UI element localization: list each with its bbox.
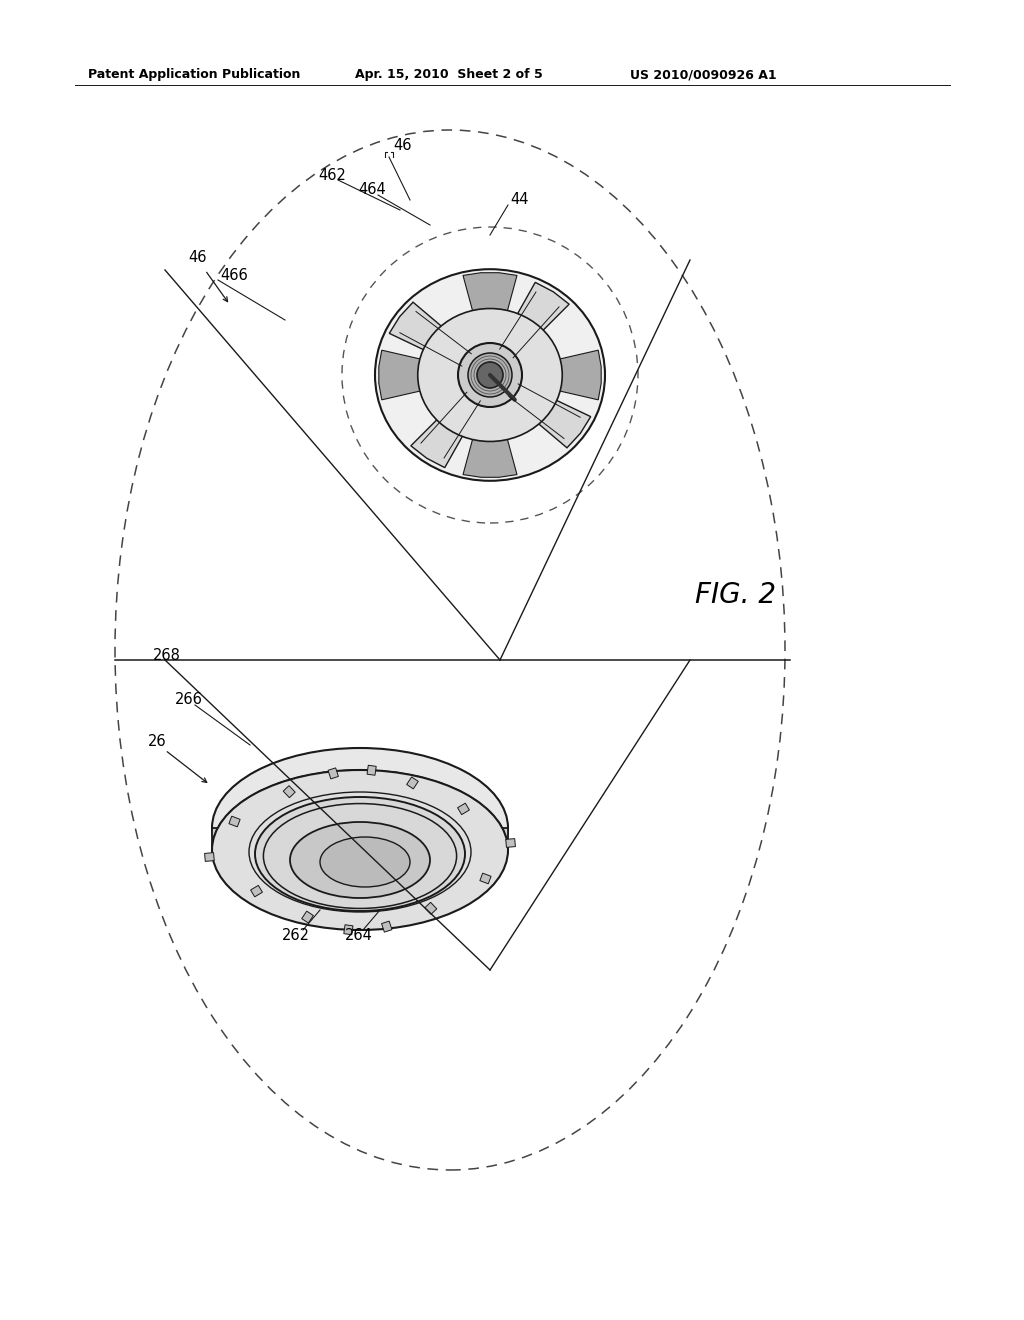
Text: 268: 268 (153, 648, 181, 663)
Polygon shape (463, 421, 517, 478)
Ellipse shape (212, 770, 508, 931)
Polygon shape (425, 903, 437, 915)
Polygon shape (496, 282, 569, 362)
Text: FIG. 2: FIG. 2 (695, 581, 776, 609)
Text: US 2010/0090926 A1: US 2010/0090926 A1 (630, 69, 776, 81)
Text: 464: 464 (358, 182, 386, 198)
Polygon shape (229, 816, 241, 826)
Text: 46: 46 (188, 251, 207, 265)
Ellipse shape (290, 822, 430, 898)
Polygon shape (458, 803, 469, 814)
Text: 264: 264 (345, 928, 373, 942)
Text: 44: 44 (510, 193, 528, 207)
Polygon shape (506, 838, 515, 847)
Text: Patent Application Publication: Patent Application Publication (88, 69, 300, 81)
Polygon shape (284, 785, 295, 797)
Polygon shape (205, 853, 214, 862)
Polygon shape (251, 886, 262, 896)
Polygon shape (328, 768, 338, 779)
Circle shape (477, 362, 503, 388)
Polygon shape (540, 350, 601, 400)
Polygon shape (302, 911, 313, 923)
Ellipse shape (212, 748, 508, 908)
Text: 266: 266 (175, 693, 203, 708)
Text: Apr. 15, 2010  Sheet 2 of 5: Apr. 15, 2010 Sheet 2 of 5 (355, 69, 543, 81)
Circle shape (468, 352, 512, 397)
Text: 466: 466 (220, 268, 248, 282)
Ellipse shape (319, 837, 410, 887)
Ellipse shape (375, 269, 605, 480)
Polygon shape (463, 273, 517, 330)
Polygon shape (504, 380, 591, 447)
Polygon shape (367, 766, 376, 775)
Ellipse shape (255, 797, 465, 911)
Polygon shape (389, 302, 476, 370)
Text: 262: 262 (282, 928, 310, 942)
Text: 462: 462 (318, 168, 346, 182)
Text: 26: 26 (148, 734, 167, 750)
Polygon shape (382, 921, 392, 932)
Polygon shape (379, 350, 440, 400)
Polygon shape (212, 771, 508, 850)
Polygon shape (344, 925, 353, 935)
Text: 46: 46 (393, 137, 412, 153)
Polygon shape (407, 777, 418, 789)
Circle shape (458, 343, 522, 407)
Ellipse shape (418, 309, 562, 441)
Polygon shape (411, 388, 484, 467)
Polygon shape (480, 873, 492, 884)
